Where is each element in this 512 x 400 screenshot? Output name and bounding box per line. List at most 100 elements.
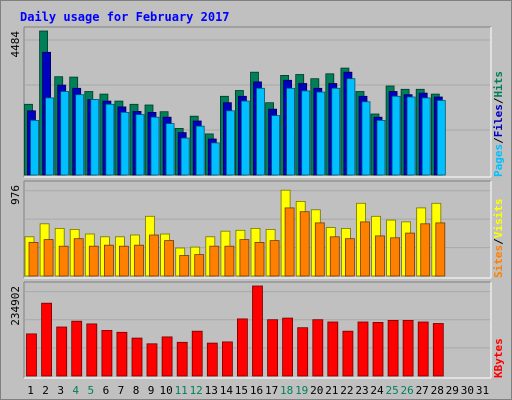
bar-sites-sites-day-11 — [179, 255, 190, 277]
bar-sites-sites-day-24 — [375, 235, 385, 277]
day-label-20: 20 — [310, 384, 323, 397]
side-label-part: Pages — [492, 144, 505, 177]
bar-hits-pages-day-23 — [361, 101, 371, 176]
day-label-6: 6 — [103, 384, 110, 397]
bar-sites-sites-day-5 — [88, 245, 99, 277]
day-label-1: 1 — [27, 384, 34, 397]
bar-sites-sites-day-6 — [104, 244, 114, 277]
day-label-22: 22 — [340, 384, 353, 397]
bar-sites-sites-day-19 — [299, 211, 310, 277]
bar-sites-sites-day-9 — [149, 234, 159, 277]
side-label-part: / — [492, 137, 505, 144]
bar-hits-pages-day-27 — [421, 97, 431, 176]
day-label-7: 7 — [118, 384, 125, 397]
bar-kbytes-kbytes-day-25 — [387, 319, 399, 377]
side-label-part: Files — [492, 104, 505, 137]
day-label-25: 25 — [385, 384, 398, 397]
bar-kbytes-kbytes-day-7 — [116, 331, 128, 377]
y-max-label-sites: 976 — [9, 185, 22, 205]
bar-kbytes-kbytes-day-12 — [191, 330, 203, 377]
bar-sites-sites-day-21 — [329, 236, 340, 277]
bar-kbytes-kbytes-day-3 — [56, 326, 68, 377]
day-label-31: 31 — [476, 384, 489, 397]
bar-sites-sites-day-22 — [344, 238, 355, 277]
bar-sites-sites-day-4 — [73, 238, 84, 277]
bar-sites-sites-day-2 — [43, 239, 54, 277]
bar-sites-sites-day-8 — [134, 244, 144, 277]
bar-kbytes-kbytes-day-10 — [161, 336, 173, 377]
bar-kbytes-kbytes-day-28 — [432, 323, 444, 377]
bar-kbytes-kbytes-day-19 — [297, 327, 309, 377]
series-kbytes — [26, 285, 444, 377]
bar-hits-pages-day-21 — [331, 87, 341, 176]
side-label-part: Visits — [492, 199, 505, 239]
bar-hits-pages-day-17 — [271, 115, 281, 176]
day-label-4: 4 — [72, 384, 79, 397]
day-label-3: 3 — [57, 384, 64, 397]
bar-hits-pages-day-11 — [180, 137, 190, 176]
bar-kbytes-kbytes-day-4 — [71, 320, 83, 377]
bar-hits-pages-day-26 — [406, 96, 416, 176]
day-label-23: 23 — [355, 384, 368, 397]
bar-kbytes-kbytes-day-17 — [267, 319, 279, 377]
side-label-kbytes: KBytes — [492, 338, 505, 378]
y-max-label-hits: 4484 — [9, 31, 22, 58]
bar-kbytes-kbytes-day-16 — [252, 285, 263, 377]
bar-sites-sites-day-14 — [224, 245, 235, 277]
bar-kbytes-kbytes-day-9 — [146, 343, 158, 377]
bar-hits-pages-day-5 — [90, 99, 100, 176]
day-label-17: 17 — [265, 384, 278, 397]
bar-hits-pages-day-22 — [346, 78, 356, 176]
day-label-15: 15 — [235, 384, 248, 397]
bar-sites-sites-day-10 — [164, 240, 175, 277]
bar-hits-pages-day-19 — [301, 90, 311, 176]
bar-kbytes-kbytes-day-14 — [221, 341, 233, 377]
bar-hits-pages-day-4 — [75, 94, 85, 176]
bar-kbytes-kbytes-day-2 — [41, 302, 52, 377]
chart-panels: 4484Pages/Files/Hits976Sites/Visits23490… — [9, 26, 505, 379]
bar-kbytes-kbytes-day-6 — [101, 329, 113, 377]
day-label-11: 11 — [175, 384, 188, 397]
bar-hits-pages-day-24 — [376, 120, 386, 176]
series-pages — [30, 78, 446, 176]
bar-sites-sites-day-26 — [405, 232, 416, 277]
day-label-19: 19 — [295, 384, 308, 397]
bar-kbytes-kbytes-day-8 — [131, 337, 143, 377]
bar-sites-sites-day-25 — [390, 237, 401, 277]
bar-kbytes-kbytes-day-27 — [417, 321, 429, 377]
day-label-2: 2 — [42, 384, 49, 397]
day-label-21: 21 — [325, 384, 338, 397]
bar-kbytes-kbytes-day-11 — [176, 341, 188, 377]
day-label-12: 12 — [190, 384, 203, 397]
bar-hits-pages-day-1 — [30, 120, 39, 176]
bar-sites-sites-day-17 — [269, 240, 280, 277]
day-label-27: 27 — [416, 384, 429, 397]
bar-kbytes-kbytes-day-24 — [372, 321, 384, 377]
bar-hits-pages-day-16 — [256, 87, 265, 176]
bar-kbytes-kbytes-day-22 — [342, 330, 354, 377]
day-label-26: 26 — [400, 384, 413, 397]
bar-kbytes-kbytes-day-15 — [236, 318, 248, 377]
bar-sites-sites-day-28 — [435, 222, 446, 277]
day-label-29: 29 — [446, 384, 459, 397]
day-label-18: 18 — [280, 384, 293, 397]
bar-hits-pages-day-6 — [105, 103, 115, 176]
chart-title: Daily usage for February 2017 — [20, 10, 230, 24]
bar-sites-sites-day-16 — [254, 241, 265, 277]
bar-kbytes-kbytes-day-13 — [206, 342, 218, 377]
y-max-label-kbytes: 234902 — [9, 286, 22, 326]
bar-hits-pages-day-14 — [225, 110, 235, 176]
bar-hits-pages-day-20 — [316, 91, 326, 176]
bar-sites-sites-day-7 — [119, 245, 129, 277]
bar-kbytes-kbytes-day-20 — [312, 319, 324, 377]
panel-kbytes: 234902 KBytes — [9, 281, 505, 379]
bar-kbytes-kbytes-day-26 — [402, 319, 414, 377]
bar-sites-sites-day-23 — [360, 221, 370, 277]
day-label-30: 30 — [461, 384, 474, 397]
day-label-16: 16 — [250, 384, 263, 397]
x-axis-day-labels: 1 2 3 4 5 6 7 8 9 10 11 12 13 14 15 16 17 18 19 20 21 22 23 24 2… — [27, 384, 489, 397]
side-label-sites: Sites/Visits — [492, 199, 505, 279]
bar-sites-sites-day-13 — [209, 245, 220, 277]
